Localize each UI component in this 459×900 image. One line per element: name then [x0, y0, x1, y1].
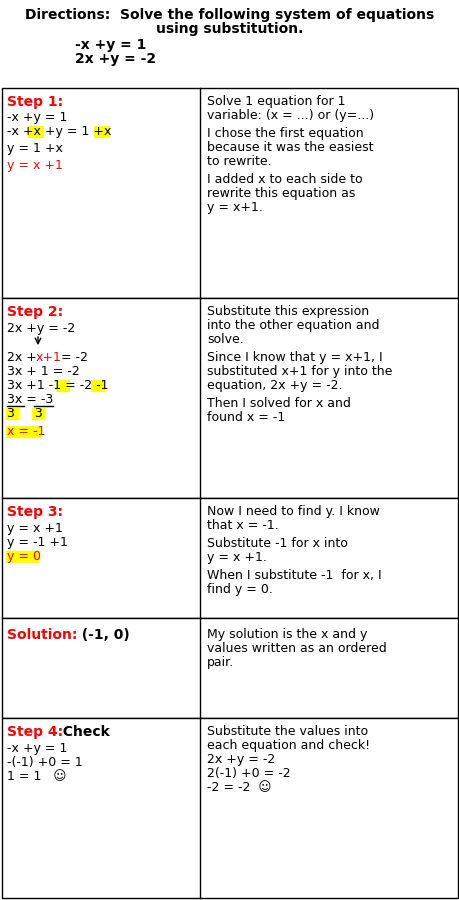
Text: found x = -1: found x = -1: [207, 411, 285, 424]
Text: -x +y = 1: -x +y = 1: [75, 38, 146, 52]
Bar: [91, 380, 105, 392]
Bar: [6, 426, 41, 438]
Text: into the other equation and: into the other equation and: [207, 319, 379, 332]
Text: (-1, 0): (-1, 0): [72, 628, 129, 642]
Text: that x = -1.: that x = -1.: [207, 519, 278, 532]
Text: 3     3: 3 3: [7, 407, 43, 420]
Text: y = 1 +x: y = 1 +x: [7, 142, 63, 155]
Text: I chose the first equation: I chose the first equation: [207, 127, 363, 140]
Text: 2(-1) +0 = -2: 2(-1) +0 = -2: [207, 767, 290, 780]
Text: because it was the easiest: because it was the easiest: [207, 141, 373, 154]
Text: substituted x+1 for y into the: substituted x+1 for y into the: [207, 365, 392, 378]
Bar: [2, 88, 457, 298]
Text: variable: (x = ...) or (y=...): variable: (x = ...) or (y=...): [207, 109, 373, 122]
Text: Substitute the values into: Substitute the values into: [207, 725, 367, 738]
Bar: [28, 126, 44, 138]
Text: using substitution.: using substitution.: [156, 22, 303, 36]
Text: x = -1: x = -1: [7, 425, 45, 438]
Text: Step 3:: Step 3:: [7, 505, 63, 519]
Text: I added x to each side to: I added x to each side to: [207, 173, 362, 186]
Text: x+1: x+1: [36, 351, 62, 364]
Text: y = -1 +1: y = -1 +1: [7, 536, 68, 549]
Text: Then I solved for x and: Then I solved for x and: [207, 397, 350, 410]
Text: -2 = -2  ☺: -2 = -2 ☺: [207, 781, 271, 794]
Text: pair.: pair.: [207, 656, 234, 669]
Bar: [2, 618, 457, 718]
Text: 3x = -3: 3x = -3: [7, 393, 53, 406]
Text: 2x +y = -2: 2x +y = -2: [7, 322, 75, 335]
Text: -x +x +y = 1 +x: -x +x +y = 1 +x: [7, 125, 111, 138]
Text: y = x +1: y = x +1: [7, 522, 63, 535]
Text: -x +y = 1: -x +y = 1: [7, 742, 67, 755]
Text: 3x + 1 = -2: 3x + 1 = -2: [7, 365, 79, 378]
Text: 1 = 1   ☺: 1 = 1 ☺: [7, 770, 66, 783]
Text: Since I know that y = x+1, I: Since I know that y = x+1, I: [207, 351, 382, 364]
Text: Step 2:: Step 2:: [7, 305, 63, 319]
Text: equation, 2x +y = -2.: equation, 2x +y = -2.: [207, 379, 342, 392]
Bar: [2, 718, 457, 898]
Text: to rewrite.: to rewrite.: [207, 155, 271, 168]
Text: y = x+1.: y = x+1.: [207, 201, 262, 214]
Bar: [2, 298, 457, 498]
Text: = -2: = -2: [57, 351, 88, 364]
Bar: [32, 408, 45, 420]
Text: Solution:: Solution:: [7, 628, 77, 642]
Bar: [6, 408, 19, 420]
Bar: [6, 551, 39, 563]
Text: Check: Check: [53, 725, 110, 739]
Text: -x +y = 1: -x +y = 1: [7, 111, 67, 124]
Text: When I substitute -1  for x, I: When I substitute -1 for x, I: [207, 569, 381, 582]
Text: solve.: solve.: [207, 333, 243, 346]
Text: -(-1) +0 = 1: -(-1) +0 = 1: [7, 756, 83, 769]
Text: Step 1:: Step 1:: [7, 95, 63, 109]
Text: My solution is the x and y: My solution is the x and y: [207, 628, 367, 641]
Text: Substitute -1 for x into: Substitute -1 for x into: [207, 537, 347, 550]
Text: 2x +y = -2: 2x +y = -2: [75, 52, 156, 66]
Text: rewrite this equation as: rewrite this equation as: [207, 187, 355, 200]
Text: find y = 0.: find y = 0.: [207, 583, 272, 596]
Bar: [2, 498, 457, 618]
Text: Solve 1 equation for 1: Solve 1 equation for 1: [207, 95, 345, 108]
Text: 2x +: 2x +: [7, 351, 41, 364]
Text: values written as an ordered: values written as an ordered: [207, 642, 386, 655]
Text: y = 0: y = 0: [7, 550, 41, 563]
Text: Step 4:: Step 4:: [7, 725, 63, 739]
Text: each equation and check!: each equation and check!: [207, 739, 369, 752]
Text: y = x +1: y = x +1: [7, 159, 63, 172]
Text: 2x +y = -2: 2x +y = -2: [207, 753, 274, 766]
Text: Now I need to find y. I know: Now I need to find y. I know: [207, 505, 379, 518]
Text: 3x +1 -1 = -2 -1: 3x +1 -1 = -2 -1: [7, 379, 108, 392]
Bar: [56, 380, 70, 392]
Text: Directions:  Solve the following system of equations: Directions: Solve the following system o…: [25, 8, 434, 22]
Text: y = x +1.: y = x +1.: [207, 551, 266, 564]
Bar: [94, 126, 110, 138]
Text: Substitute this expression: Substitute this expression: [207, 305, 368, 318]
